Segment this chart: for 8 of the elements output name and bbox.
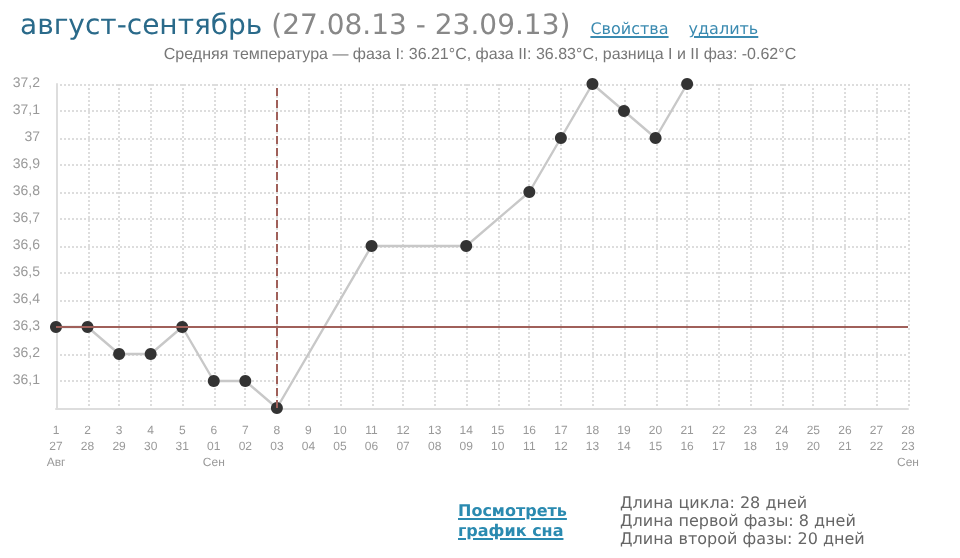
text: удалить [688,20,759,38]
chart-subtitle: Средняя температура — фаза I: 36.21°C, фаза II: 36.83°C, разница I и II фаз: -0.62°C [163,45,797,63]
chart-title: август-сентябрь (27.08.13 - 23.09.13) [20,10,571,42]
text: Длина цикла: 28 дней [620,494,810,512]
text: Посмотреть график сна [458,502,569,542]
text: Длина первой фазы: 8 дней [620,512,858,530]
text: Длина второй фазы: 20 дней [620,530,865,548]
text: Свойства [590,20,669,38]
